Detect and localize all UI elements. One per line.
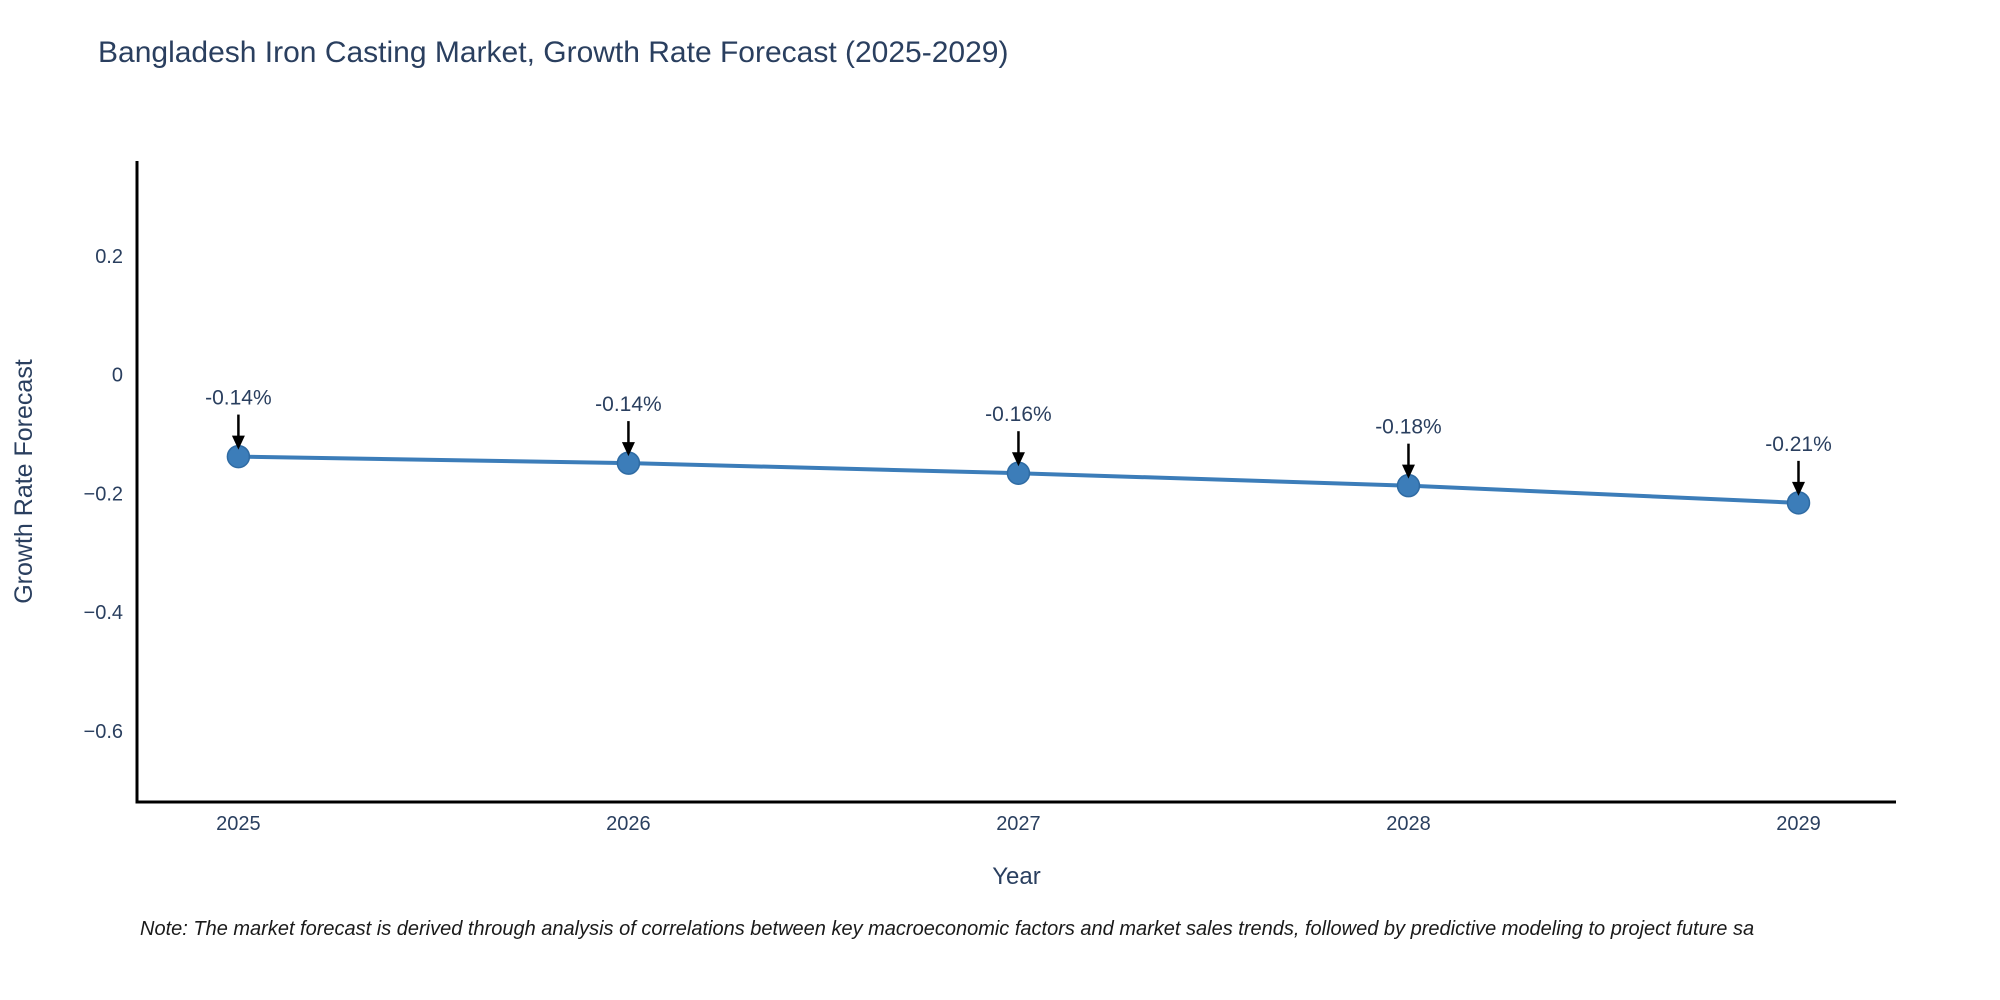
- x-axis-title: Year: [992, 863, 1041, 890]
- annotation-label: -0.18%: [1375, 416, 1442, 439]
- y-tick-label: 0: [112, 365, 123, 387]
- annotation-arrowhead: [1791, 481, 1805, 496]
- x-tick-label: 2028: [1386, 813, 1431, 835]
- x-tick-label: 2026: [606, 813, 651, 835]
- y-tick-label: −0.4: [84, 602, 123, 624]
- annotation-label: -0.14%: [595, 393, 662, 416]
- footnote: Note: The market forecast is derived thr…: [140, 918, 1755, 940]
- annotation-arrowhead: [1011, 452, 1025, 467]
- annotation-label: -0.21%: [1765, 433, 1832, 456]
- y-axis-title: Growth Rate Forecast: [10, 359, 38, 604]
- x-tick-label: 2027: [996, 813, 1041, 835]
- x-tick-label: 2029: [1776, 813, 1821, 835]
- annotation-label: -0.16%: [985, 403, 1052, 426]
- x-tick-label: 2025: [216, 813, 261, 835]
- line-chart-plot: 0.2 0 −0.2 −0.4 −0.6 2025 2026 2027 2028 2029 Year…: [10, 161, 1896, 890]
- annotation-arrowhead: [621, 442, 635, 457]
- annotation-arrowhead: [1401, 464, 1415, 479]
- y-tick-label: −0.2: [84, 483, 123, 505]
- y-tick-label: 0.2: [95, 246, 123, 268]
- chart-title: Bangladesh Iron Casting Market, Growth R…: [98, 36, 1009, 69]
- y-tick-label: −0.6: [84, 721, 123, 743]
- annotation-arrowhead: [231, 435, 245, 450]
- annotation-label: -0.14%: [205, 387, 272, 410]
